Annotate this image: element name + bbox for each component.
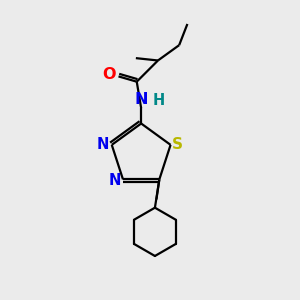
Text: S: S (172, 137, 183, 152)
Text: N: N (134, 92, 148, 107)
Text: N: N (97, 137, 110, 152)
Text: O: O (103, 68, 116, 82)
Text: N: N (108, 172, 121, 188)
Text: H: H (152, 93, 165, 108)
